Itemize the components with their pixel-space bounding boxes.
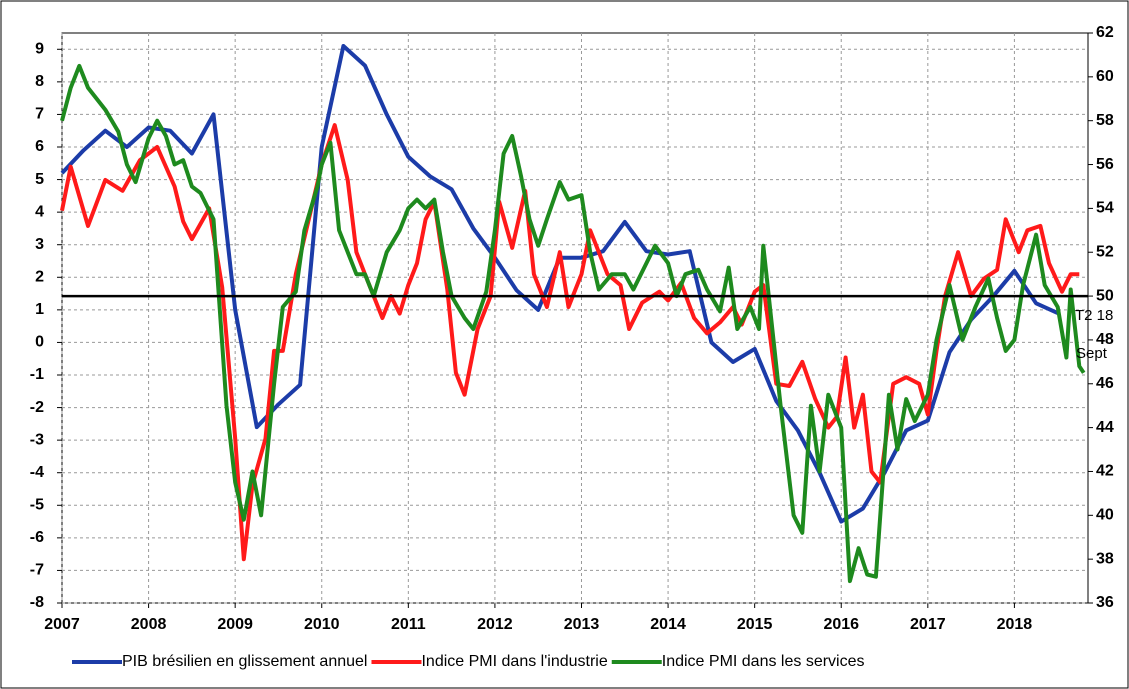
legend-label: PIB brésilien en glissement annuel (122, 653, 367, 670)
annotation: T2 18 (1075, 307, 1113, 324)
y-tick-label: -2 (30, 399, 44, 416)
y2-tick-label: 46 (1096, 375, 1114, 392)
y2-tick-label: 40 (1096, 507, 1114, 524)
y2-tick-label: 60 (1096, 68, 1114, 85)
y2-tick-label: 38 (1096, 550, 1114, 567)
y-tick-label: 0 (35, 334, 44, 351)
y-tick-label: -6 (30, 529, 44, 546)
x-tick-label: 2014 (650, 616, 686, 633)
x-tick-label: 2012 (477, 616, 513, 633)
annotation: Sept (1076, 345, 1108, 362)
y2-tick-label: 50 (1096, 287, 1114, 304)
y2-tick-label: 62 (1096, 24, 1114, 41)
y2-tick-label: 48 (1096, 331, 1114, 348)
y-tick-label: 7 (35, 106, 44, 123)
y2-tick-label: 58 (1096, 112, 1114, 129)
y-tick-label: 1 (35, 301, 44, 318)
y2-tick-label: 42 (1096, 463, 1114, 480)
y2-tick-label: 44 (1096, 419, 1114, 436)
y-tick-label: -8 (30, 594, 44, 611)
y-tick-label: 8 (35, 73, 44, 90)
y2-tick-label: 56 (1096, 156, 1114, 173)
data-line (60, 123, 1080, 562)
x-tick-label: 2017 (910, 616, 946, 633)
y-tick-label: 3 (35, 236, 44, 253)
y-tick-label: -5 (30, 497, 44, 514)
y2-tick-label: 54 (1096, 200, 1114, 217)
y-tick-label: -3 (30, 431, 44, 448)
x-tick-label: 2011 (391, 616, 426, 633)
y-tick-label: 5 (35, 171, 44, 188)
legend-label: Indice PMI dans les services (662, 653, 865, 670)
x-tick-label: 2018 (997, 616, 1033, 633)
y-tick-label: 9 (35, 41, 44, 58)
plot-frame (61, 32, 1089, 604)
y-tick-label: -7 (30, 562, 44, 579)
y-tick-label: 6 (35, 138, 44, 155)
x-tick-label: 2015 (737, 616, 773, 633)
x-tick-label: 2007 (44, 616, 80, 633)
y2-tick-label: 52 (1096, 243, 1114, 260)
y-tick-label: -4 (30, 464, 44, 481)
y-tick-label: -1 (30, 366, 44, 383)
x-tick-label: 2009 (217, 616, 253, 633)
y-tick-label: 4 (35, 203, 44, 220)
data-line (60, 63, 1086, 584)
y2-tick-label: 36 (1096, 594, 1114, 611)
x-tick-label: 2008 (131, 616, 167, 633)
x-tick-label: 2013 (564, 616, 600, 633)
legend-label: Indice PMI dans l'industrie (421, 653, 607, 670)
x-tick-label: 2016 (823, 616, 859, 633)
y-tick-label: 2 (35, 269, 44, 286)
x-tick-label: 2010 (304, 616, 340, 633)
